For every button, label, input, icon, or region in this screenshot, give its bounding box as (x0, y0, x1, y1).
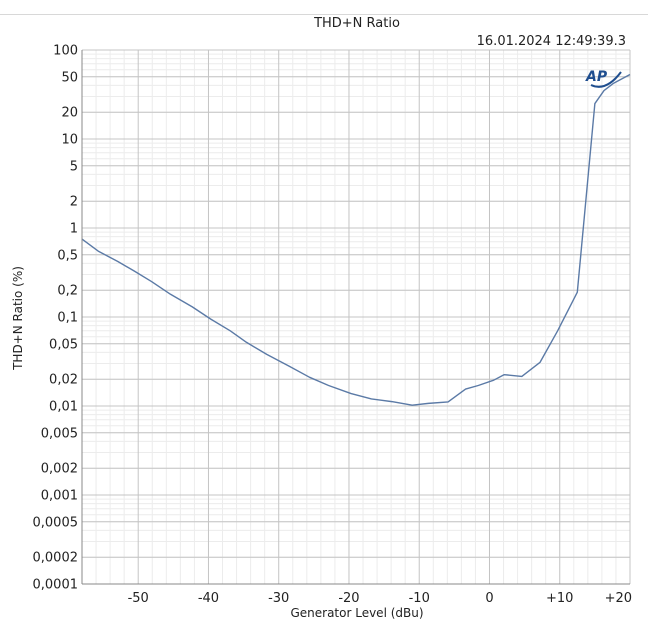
y-tick-label: 0,005 (41, 426, 78, 441)
y-tick-label: 0,02 (49, 373, 78, 388)
series-layer (81, 73, 631, 406)
ap-logo-swoosh (590, 71, 622, 88)
y-tick-label: 100 (53, 44, 78, 59)
x-tick-label: +20 (605, 591, 632, 606)
axes (81, 50, 630, 585)
y-tick-label: 2 (70, 195, 78, 210)
y-tick-label: 0,05 (49, 337, 78, 352)
x-axis-label: Generator Level (dBu) (290, 606, 423, 620)
y-tick-label: 5 (70, 159, 78, 174)
y-tick-label: 0,01 (49, 400, 78, 415)
y-tick-label: 50 (61, 70, 78, 85)
y-tick-label: 0,002 (41, 462, 78, 477)
x-tick-label: -20 (338, 591, 359, 606)
x-tick-label: -50 (128, 591, 149, 606)
y-tick-label: 0,2 (57, 284, 78, 299)
timestamp: 16.01.2024 12:49:39.3 (477, 34, 626, 49)
series-line (81, 73, 631, 406)
y-tick-label: 20 (61, 106, 78, 121)
y-tick-label: 0,0001 (33, 578, 79, 593)
y-tick-label: 0,0005 (33, 515, 79, 530)
x-tick-label: -30 (268, 591, 289, 606)
grid (82, 49, 631, 585)
y-tick-label: 10 (61, 133, 78, 148)
ap-logo: AP (585, 69, 622, 88)
x-tick-label: -10 (409, 591, 430, 606)
tick-labels: -50 -40 -30 -20 -10 0 +10 +20 100 50 20 10 5 2 1 0,5 0,2… (33, 44, 633, 607)
x-tick-label: +10 (546, 591, 573, 606)
x-tick-label: 0 (485, 591, 493, 606)
y-axis-label: THD+N Ratio (%) (11, 266, 25, 371)
x-tick-label: -40 (198, 591, 219, 606)
y-tick-label: 1 (70, 222, 78, 237)
y-tick-label: 0,1 (57, 311, 78, 326)
chart-title: THD+N Ratio (313, 16, 400, 31)
y-tick-label: 0,5 (57, 248, 78, 263)
y-tick-label: 0,0002 (33, 551, 79, 566)
y-tick-label: 0,001 (41, 489, 78, 504)
ap-logo-text: AP (585, 69, 608, 85)
